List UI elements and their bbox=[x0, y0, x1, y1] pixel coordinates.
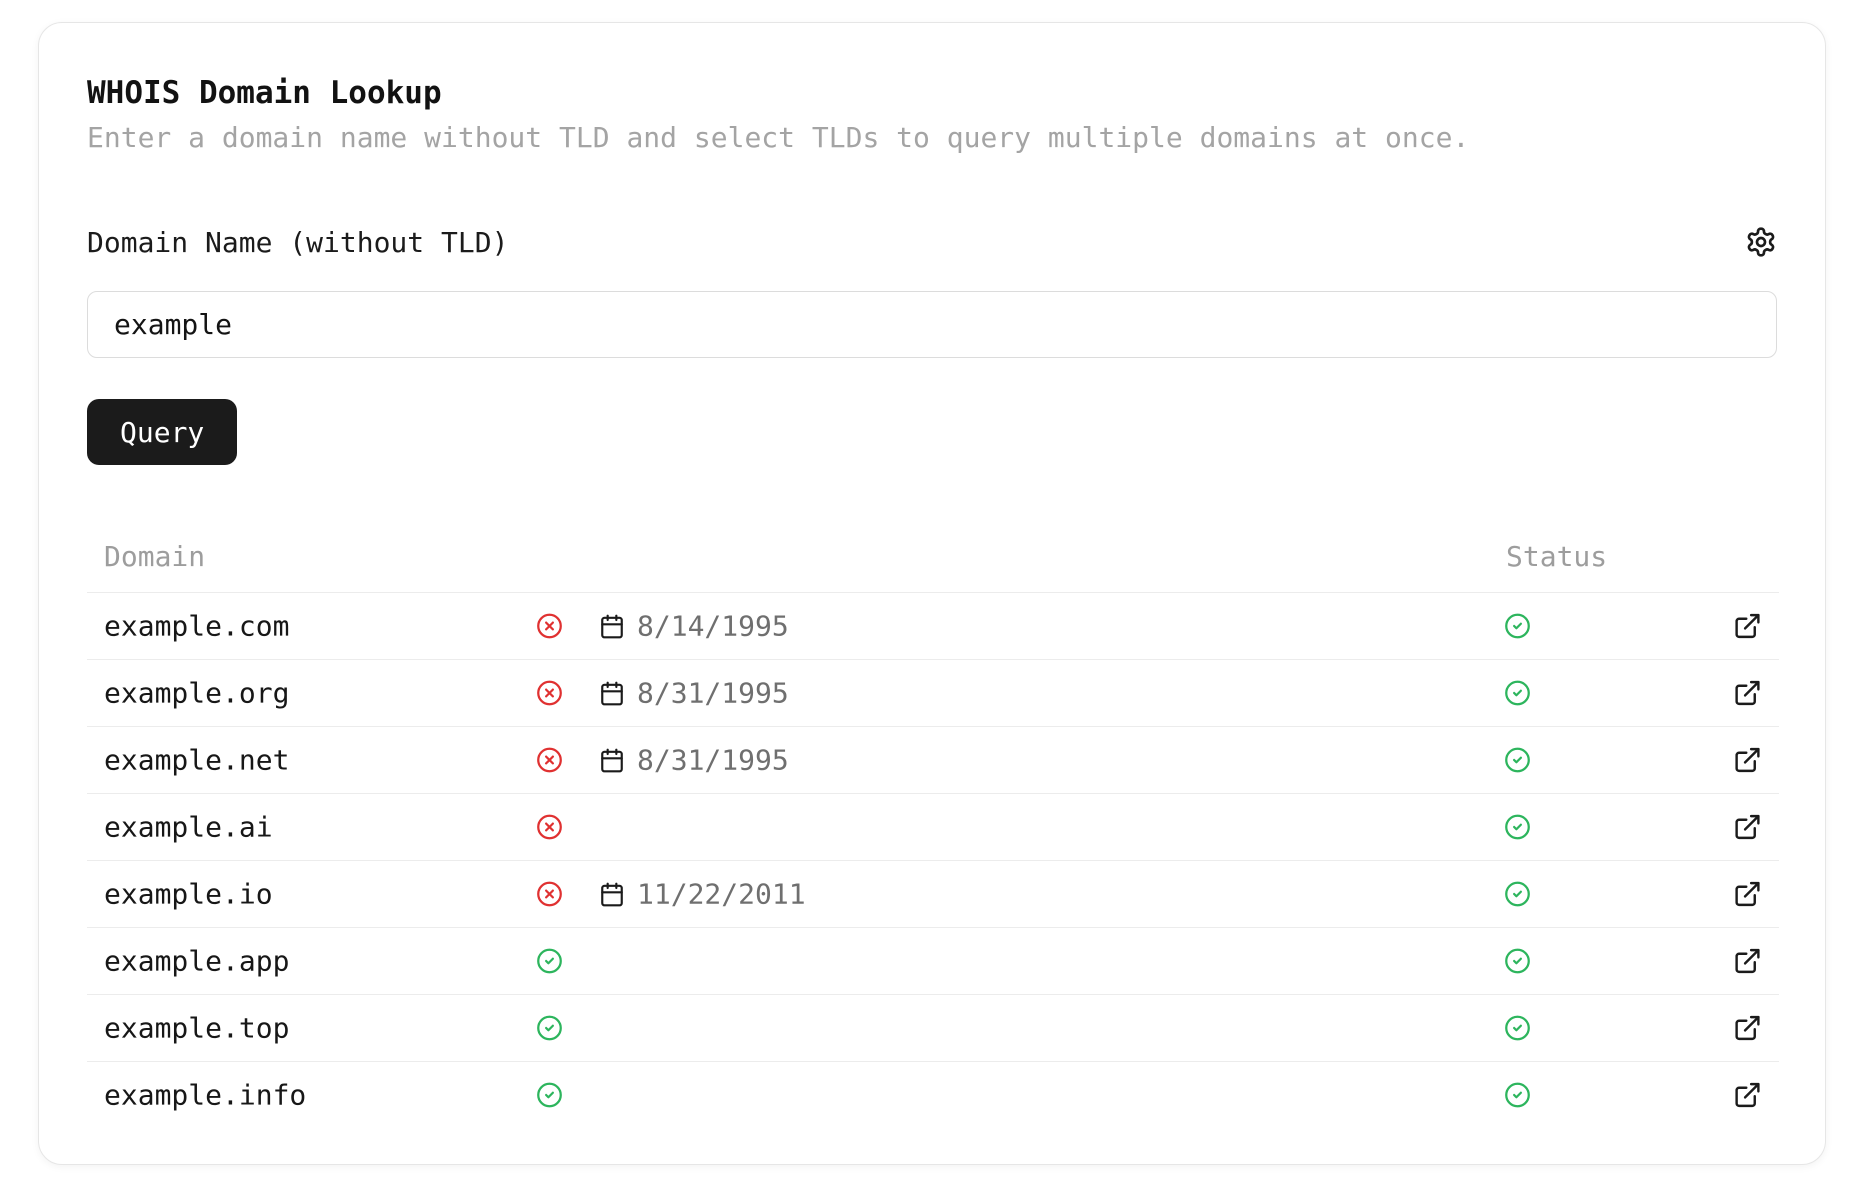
domain-cell: example.io bbox=[104, 877, 273, 911]
domain-cell: example.ai bbox=[104, 810, 273, 844]
table-header-row: Domain Status bbox=[87, 532, 1779, 592]
domain-cell: example.info bbox=[104, 1078, 307, 1112]
registered-x-circle-icon bbox=[536, 881, 563, 908]
external-link-icon[interactable] bbox=[1733, 1014, 1762, 1043]
status-ok-check-circle-icon bbox=[1504, 948, 1531, 975]
status-ok-check-circle-icon bbox=[1504, 881, 1531, 908]
whois-lookup-card: WHOIS Domain Lookup Enter a domain name … bbox=[38, 22, 1826, 1165]
domain-input[interactable] bbox=[87, 291, 1777, 358]
expiry-cell: 8/14/1995 bbox=[599, 610, 789, 643]
expiry-date: 8/31/1995 bbox=[637, 743, 789, 777]
settings-gear-icon[interactable] bbox=[1745, 226, 1777, 258]
domain-cell: example.org bbox=[104, 676, 290, 710]
table-row: example.org 8/31/1995 bbox=[87, 659, 1779, 726]
calendar-icon bbox=[599, 680, 625, 706]
expiry-date: 8/31/1995 bbox=[637, 676, 789, 710]
table-row: example.top bbox=[87, 994, 1779, 1061]
external-link-icon[interactable] bbox=[1733, 813, 1762, 842]
available-check-circle-icon bbox=[536, 1015, 563, 1042]
table-row: example.io 11/22/2011 bbox=[87, 860, 1779, 927]
page-title: WHOIS Domain Lookup bbox=[87, 75, 442, 111]
status-ok-check-circle-icon bbox=[1504, 1082, 1531, 1109]
expiry-date: 11/22/2011 bbox=[637, 877, 806, 911]
external-link-icon[interactable] bbox=[1733, 679, 1762, 708]
column-header-status: Status bbox=[1506, 540, 1608, 573]
registered-x-circle-icon bbox=[536, 747, 563, 774]
table-row: example.com 8/14/1995 bbox=[87, 592, 1779, 659]
registered-x-circle-icon bbox=[536, 613, 563, 640]
table-row: example.ai bbox=[87, 793, 1779, 860]
status-ok-check-circle-icon bbox=[1504, 613, 1531, 640]
domain-cell: example.app bbox=[104, 944, 290, 978]
registered-x-circle-icon bbox=[536, 814, 563, 841]
available-check-circle-icon bbox=[536, 948, 563, 975]
domain-cell: example.com bbox=[104, 609, 290, 643]
page-subtitle: Enter a domain name without TLD and sele… bbox=[87, 121, 1470, 154]
domain-cell: example.net bbox=[104, 743, 290, 777]
external-link-icon[interactable] bbox=[1733, 880, 1762, 909]
external-link-icon[interactable] bbox=[1733, 612, 1762, 641]
status-ok-check-circle-icon bbox=[1504, 814, 1531, 841]
status-ok-check-circle-icon bbox=[1504, 1015, 1531, 1042]
domain-input-label: Domain Name (without TLD) bbox=[87, 225, 509, 259]
expiry-cell: 8/31/1995 bbox=[599, 744, 789, 777]
calendar-icon bbox=[599, 881, 625, 907]
available-check-circle-icon bbox=[536, 1082, 563, 1109]
status-ok-check-circle-icon bbox=[1504, 747, 1531, 774]
external-link-icon[interactable] bbox=[1733, 1081, 1762, 1110]
domain-label-row: Domain Name (without TLD) bbox=[87, 225, 1777, 259]
table-row: example.net 8/31/1995 bbox=[87, 726, 1779, 793]
calendar-icon bbox=[599, 613, 625, 639]
table-row: example.app bbox=[87, 927, 1779, 994]
expiry-cell: 11/22/2011 bbox=[599, 878, 806, 911]
results-table: Domain Status example.com 8/14/1995 exam… bbox=[87, 532, 1779, 1128]
status-ok-check-circle-icon bbox=[1504, 680, 1531, 707]
expiry-cell: 8/31/1995 bbox=[599, 677, 789, 710]
expiry-date: 8/14/1995 bbox=[637, 609, 789, 643]
column-header-domain: Domain bbox=[104, 540, 206, 573]
table-body: example.com 8/14/1995 example.org 8/31/1… bbox=[87, 592, 1779, 1128]
registered-x-circle-icon bbox=[536, 680, 563, 707]
table-row: example.info bbox=[87, 1061, 1779, 1128]
calendar-icon bbox=[599, 747, 625, 773]
query-button[interactable]: Query bbox=[87, 399, 238, 465]
domain-cell: example.top bbox=[104, 1011, 290, 1045]
external-link-icon[interactable] bbox=[1733, 947, 1762, 976]
external-link-icon[interactable] bbox=[1733, 746, 1762, 775]
